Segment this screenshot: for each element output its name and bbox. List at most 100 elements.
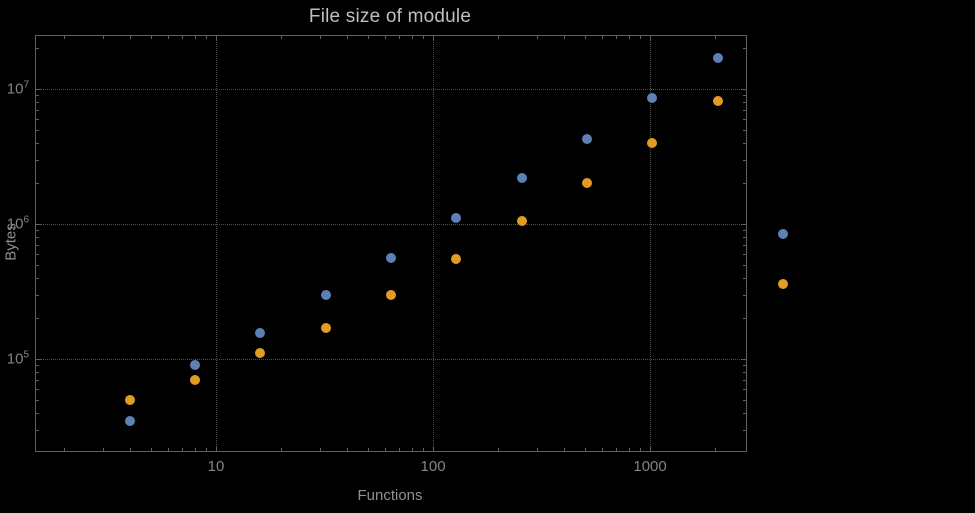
data-point-blue (516, 172, 527, 183)
y-tick-mark (36, 429, 39, 431)
x-tick-mark (433, 36, 435, 41)
x-tick-mark (640, 448, 642, 451)
data-point-orange (647, 137, 658, 148)
x-tick-mark (367, 36, 369, 39)
x-tick-mark (206, 448, 208, 451)
y-tick-mark (36, 399, 39, 401)
data-point-blue (255, 328, 266, 339)
y-tick-mark (36, 412, 39, 414)
x-tick-mark (346, 448, 348, 451)
y-tick-mark (36, 183, 39, 185)
x-tick-mark (584, 448, 586, 451)
y-tick-mark (36, 109, 39, 111)
x-tick-mark (64, 448, 66, 451)
x-tick-mark (563, 448, 565, 451)
data-point-orange (581, 178, 592, 189)
data-point-blue (451, 213, 462, 224)
y-gridline (36, 89, 746, 91)
x-tick-mark (629, 36, 631, 39)
x-tick-mark (319, 36, 321, 39)
y-tick-mark (36, 244, 39, 246)
x-tick-mark (412, 36, 414, 39)
data-point-blue (777, 228, 788, 239)
x-tick-mark (167, 448, 169, 451)
y-tick-exponent: 7 (23, 79, 29, 91)
y-tick-exponent: 6 (23, 214, 29, 226)
x-tick-mark (563, 36, 565, 39)
y-tick-base: 10 (6, 80, 24, 98)
y-tick-mark (743, 183, 746, 185)
x-tick-mark (629, 448, 631, 451)
y-tick-mark (36, 294, 39, 296)
x-tick-mark (281, 448, 283, 451)
y-tick-mark (741, 89, 746, 91)
data-point-blue (712, 52, 723, 63)
x-tick-mark (150, 36, 152, 39)
x-tick-mark (433, 446, 435, 451)
y-tick-mark (743, 379, 746, 381)
y-tick-mark (743, 399, 746, 401)
y-tick-mark (36, 102, 39, 104)
data-point-orange (777, 278, 788, 289)
data-point-blue (385, 253, 396, 264)
x-tick-mark (194, 36, 196, 39)
data-point-blue (320, 289, 331, 300)
x-gridline (433, 36, 435, 451)
x-tick-mark (412, 448, 414, 451)
y-tick-mark (743, 365, 746, 367)
x-tick-mark (536, 448, 538, 451)
x-tick-mark (715, 448, 717, 451)
y-tick-mark (743, 142, 746, 144)
x-tick-mark (384, 36, 386, 39)
x-gridline (216, 36, 218, 451)
data-point-orange (451, 254, 462, 265)
y-tick-mark (741, 224, 746, 226)
y-tick-mark (743, 388, 746, 390)
x-tick-mark (536, 36, 538, 39)
x-tick-mark (616, 448, 618, 451)
chart-title: File size of module (308, 6, 472, 27)
y-tick-mark (743, 48, 746, 50)
y-tick-base: 10 (6, 215, 24, 233)
y-tick-mark (36, 379, 39, 381)
x-tick-mark (281, 36, 283, 39)
data-point-orange (320, 322, 331, 333)
y-tick-mark (743, 264, 746, 266)
y-tick-mark (36, 264, 39, 266)
x-tick-label: 100 (420, 458, 446, 475)
data-point-blue (647, 92, 658, 103)
y-tick-mark (743, 159, 746, 161)
x-tick-mark (150, 448, 152, 451)
y-tick-mark (743, 129, 746, 131)
y-tick-base: 10 (6, 350, 24, 368)
y-tick-label: 105 (6, 349, 29, 368)
x-tick-mark (167, 36, 169, 39)
y-tick-label: 106 (6, 214, 29, 233)
y-tick-mark (36, 318, 39, 320)
y-tick-exponent: 5 (23, 349, 29, 361)
y-tick-mark (36, 372, 39, 374)
x-gridline (650, 36, 652, 451)
x-tick-mark (206, 36, 208, 39)
y-tick-mark (36, 237, 39, 239)
x-tick-label: 1000 (633, 458, 667, 475)
y-tick-mark (743, 429, 746, 431)
x-tick-mark (584, 36, 586, 39)
y-tick-mark (36, 365, 39, 367)
y-tick-mark (36, 224, 41, 226)
x-tick-mark (182, 448, 184, 451)
y-tick-mark (36, 89, 41, 91)
x-tick-mark (498, 36, 500, 39)
data-point-blue (124, 415, 135, 426)
x-tick-mark (384, 448, 386, 451)
x-tick-mark (498, 448, 500, 451)
x-tick-mark (399, 448, 401, 451)
data-point-blue (189, 360, 200, 371)
y-tick-mark (36, 230, 39, 232)
x-tick-mark (64, 36, 66, 39)
x-tick-mark (601, 448, 603, 451)
x-tick-mark (182, 36, 184, 39)
data-point-orange (516, 216, 527, 227)
y-tick-mark (743, 102, 746, 104)
x-tick-mark (423, 448, 425, 451)
